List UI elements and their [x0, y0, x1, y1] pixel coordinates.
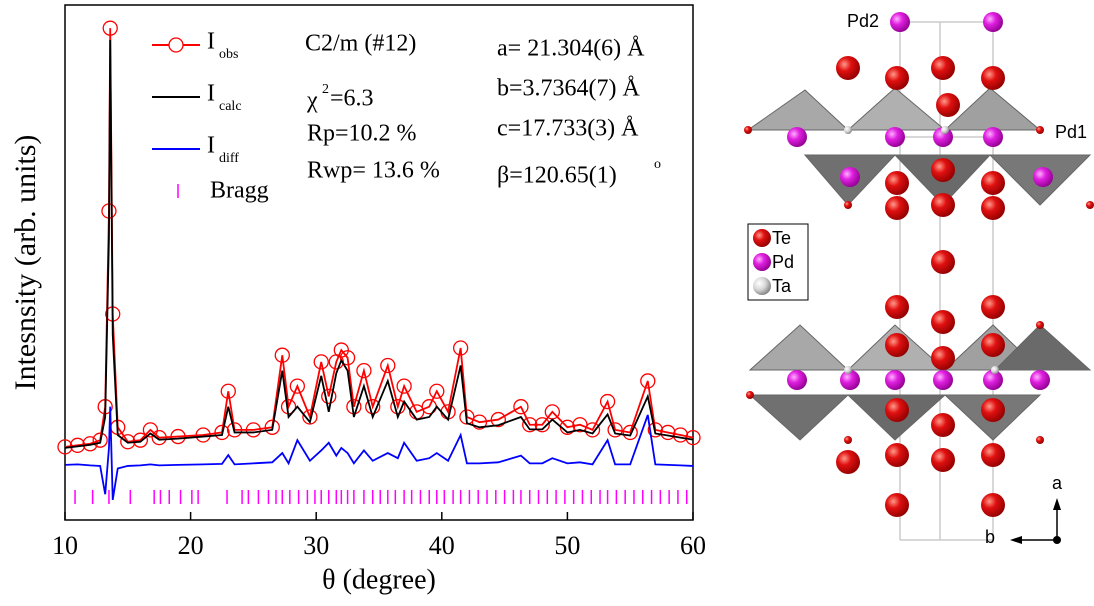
lattice-beta-sup: o	[654, 157, 661, 172]
data-point	[151, 429, 167, 446]
annotations: C2/m (#12) χ 2 =6.3 Rp=10.2 % Rwp= 13.6 …	[305, 31, 661, 189]
data-point	[584, 422, 601, 438]
legend-label: I	[207, 81, 215, 107]
crystal-structure: Pd2 Pd1 Te Pd Ta a b	[744, 11, 1094, 547]
data-point	[622, 424, 638, 441]
legend-label: I	[207, 133, 215, 159]
data-point	[333, 342, 349, 358]
legend-entry: Pd	[772, 252, 794, 272]
data-point	[365, 399, 381, 415]
legend-label: Bragg	[210, 178, 269, 204]
lattice-a: a= 21.304(6) Å	[497, 36, 645, 62]
legend-sub: calc	[219, 99, 242, 114]
data-point	[339, 350, 356, 366]
legend-entry: Ta	[772, 276, 792, 296]
x-tick-label: 50	[554, 531, 580, 560]
xrd-plot: 10 20 30 40 50 60 θ (degree) Intesnsity (arb. u…	[9, 4, 706, 595]
data-point	[490, 411, 506, 428]
data-point	[214, 424, 230, 441]
axis-label: b	[985, 527, 995, 547]
space-group: C2/m (#12)	[305, 31, 416, 57]
data-point	[356, 362, 372, 379]
lattice-b: b=3.7364(7) Å	[497, 76, 641, 102]
legend-label: I	[207, 29, 215, 55]
data-point	[429, 383, 445, 399]
chi-value: =6.3	[330, 86, 374, 112]
x-tick-label: 20	[178, 531, 204, 560]
x-tick-label: 60	[680, 531, 706, 560]
series-line	[64, 406, 694, 501]
x-tick-label: 40	[429, 531, 455, 560]
axis-label: a	[1052, 473, 1063, 493]
data-point	[245, 422, 262, 438]
data-point	[132, 432, 149, 448]
legend-entry: Te	[772, 228, 791, 248]
legend-marker	[168, 37, 184, 53]
rwp: Rwp= 13.6 %	[307, 158, 440, 184]
data-point	[313, 354, 329, 370]
data-point	[513, 399, 529, 415]
lattice-c: c=17.733(3) Å	[497, 116, 639, 142]
chi-sup: 2	[322, 82, 329, 97]
data-point	[220, 383, 236, 399]
data-point	[102, 20, 118, 36]
data-point	[534, 417, 550, 433]
data-point	[264, 419, 280, 435]
data-point	[380, 357, 396, 374]
data-point	[522, 417, 538, 433]
data-point	[226, 422, 243, 438]
legend-sub: diff	[219, 151, 239, 166]
rp: Rp=10.2 %	[307, 121, 417, 147]
y-axis-label: Intesnsity (arb. units)	[9, 135, 42, 391]
data-point	[302, 409, 318, 425]
legend-sub: obs	[219, 47, 238, 62]
data-point	[321, 388, 337, 405]
site-label: Pd2	[847, 11, 879, 31]
data-point	[195, 427, 211, 443]
data-point	[647, 422, 663, 438]
data-point	[396, 378, 412, 394]
data-point	[471, 414, 488, 430]
data-point	[660, 424, 676, 441]
data-point	[607, 422, 623, 438]
data-point	[599, 393, 616, 410]
data-point	[274, 347, 290, 363]
data-point	[170, 428, 186, 445]
data-point	[142, 422, 159, 438]
x-tick-label: 30	[303, 531, 329, 560]
plot-frame	[64, 4, 694, 521]
data-point	[640, 373, 656, 389]
chi-symbol: χ	[306, 88, 318, 114]
data-point	[452, 340, 469, 356]
x-axis-label: θ (degree)	[322, 564, 436, 595]
data-point	[672, 427, 689, 443]
data-point	[289, 378, 306, 394]
lattice-beta: β=120.65(1)	[497, 163, 617, 189]
site-label: Pd1	[1055, 122, 1087, 142]
data-point	[92, 432, 108, 448]
series-line	[64, 40, 694, 449]
x-tick-label: 10	[52, 531, 78, 560]
